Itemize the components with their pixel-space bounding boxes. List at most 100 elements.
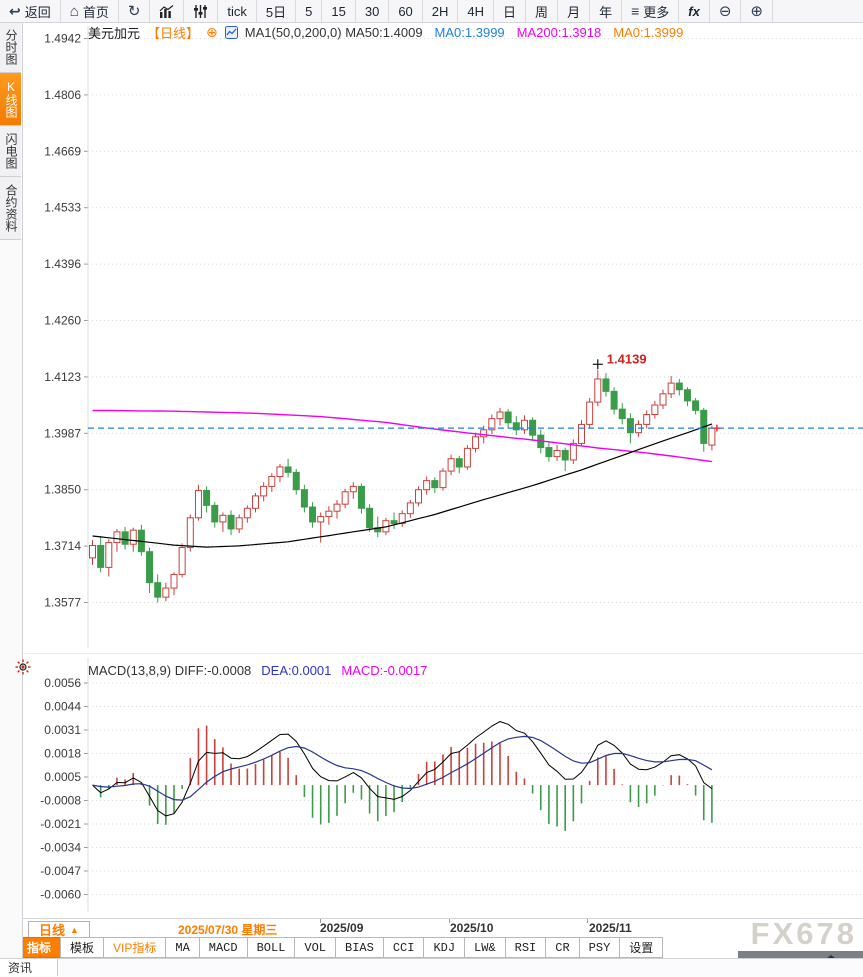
indicator-tab-bias[interactable]: BIAS bbox=[335, 937, 384, 958]
indicator-marker-icon[interactable] bbox=[15, 659, 31, 680]
formula-button[interactable]: fx bbox=[679, 0, 710, 22]
symbol-name: 美元加元 bbox=[88, 25, 141, 41]
svg-text:0.0005: 0.0005 bbox=[44, 770, 81, 784]
chart-style-icon[interactable] bbox=[224, 25, 238, 39]
ma-readout: MA1(50,0,200,0) MA50:1.4009 MA0:1.3999 MA2… bbox=[245, 25, 684, 40]
back-button[interactable]: ↩ 返回 bbox=[0, 0, 61, 22]
indicator-tab-template[interactable]: 模板 bbox=[60, 937, 105, 958]
ma-readout-segment: MA200:1.3918 bbox=[516, 24, 602, 40]
high-annotation: 1.4139 bbox=[592, 351, 647, 370]
xaxis-tick bbox=[587, 919, 588, 923]
svg-text:1.4123: 1.4123 bbox=[44, 370, 81, 384]
indicator-tab-kdj[interactable]: KDJ bbox=[423, 937, 466, 958]
interval-60m[interactable]: 60 bbox=[389, 0, 423, 22]
svg-text:-0.0008: -0.0008 bbox=[40, 794, 81, 808]
sidebar-tab-time-share[interactable]: 分时图 bbox=[0, 22, 21, 73]
period-selector[interactable]: 日线 ▲ bbox=[28, 921, 90, 938]
svg-text:1.4260: 1.4260 bbox=[44, 314, 81, 328]
svg-text:1.4396: 1.4396 bbox=[44, 257, 81, 271]
svg-text:1.3850: 1.3850 bbox=[44, 483, 81, 497]
chart-type-button[interactable] bbox=[150, 0, 185, 22]
svg-text:1.3577: 1.3577 bbox=[44, 596, 81, 610]
svg-text:1.3714: 1.3714 bbox=[44, 539, 81, 553]
indicator-tab-rsi[interactable]: RSI bbox=[504, 937, 547, 958]
interval-year[interactable]: 年 bbox=[590, 0, 623, 22]
indicator-tab-ma[interactable]: MA bbox=[165, 937, 200, 958]
candles-layer bbox=[89, 370, 716, 603]
xaxis-label: 2025/09 bbox=[320, 921, 364, 935]
refresh-button[interactable]: ↻ bbox=[119, 0, 151, 22]
add-overlay-icon[interactable]: ⊕ bbox=[206, 23, 218, 40]
ma200-line bbox=[92, 409, 712, 463]
svg-text:-0.0034: -0.0034 bbox=[40, 841, 81, 855]
indicator-tab-settings[interactable]: 设置 bbox=[619, 937, 664, 958]
interval-5d[interactable]: 5日 bbox=[257, 0, 297, 22]
interval-day[interactable]: 日 bbox=[494, 0, 527, 22]
svg-text:1.3987: 1.3987 bbox=[44, 426, 81, 440]
xaxis-row: 日线 ▲ 2025/07/30 星期三 2025/09 2025/10 2025/11 bbox=[22, 918, 863, 938]
svg-text:0.0044: 0.0044 bbox=[44, 700, 81, 714]
interval-month[interactable]: 月 bbox=[558, 0, 591, 22]
brand-watermark: FX678 bbox=[750, 916, 857, 951]
indicator-tab-zhibiao[interactable]: 指标 bbox=[17, 937, 62, 958]
sidebar-tab-lightning[interactable]: 闪电图 bbox=[0, 126, 21, 177]
macd-histogram bbox=[99, 725, 713, 831]
interval-2h[interactable]: 2H bbox=[423, 0, 459, 22]
zoom-out-button[interactable]: ⊖ bbox=[710, 0, 742, 22]
fx-icon: fx bbox=[688, 3, 700, 19]
ma-readout-segment: MA1(50,0,200,0) MA50:1.4009 bbox=[244, 24, 423, 40]
macd-readout-segment: DEA:0.0001 bbox=[261, 662, 332, 678]
indicator-tab-cci[interactable]: CCI bbox=[382, 937, 425, 958]
indicator-toolbar: 指标 模板 VIP指标 MA MACD BOLL VOL BIAS CCI KDJ LW& RSI CR… bbox=[17, 937, 863, 958]
sidebar-tab-kline[interactable]: K线图 bbox=[0, 73, 21, 126]
interval-30m[interactable]: 30 bbox=[356, 0, 390, 22]
period-badge: 【日线】 bbox=[147, 25, 200, 41]
chart-plot-area[interactable] bbox=[88, 28, 863, 910]
price-axis-labels: 1.4942 1.4806 1.4669 1.4533 1.4396 1.4260 1.41… bbox=[40, 32, 81, 902]
dea-line bbox=[92, 735, 713, 801]
xaxis-label: 2025/10 bbox=[450, 921, 494, 935]
zoom-out-icon: ⊖ bbox=[718, 2, 732, 20]
svg-text:1.4139: 1.4139 bbox=[607, 351, 647, 366]
interval-tick[interactable]: tick bbox=[218, 0, 257, 22]
xaxis-label: 2025/11 bbox=[589, 921, 632, 935]
indicator-tab-macd[interactable]: MACD bbox=[198, 937, 248, 958]
chart-header: 美元加元 【日线】 ⊕ MA1(50,0,200,0) MA50:1.4009 M… bbox=[88, 23, 684, 41]
bottom-bar: 资讯 bbox=[0, 958, 863, 977]
xaxis-tick bbox=[449, 919, 450, 923]
indicator-tab-vol[interactable]: VOL bbox=[294, 937, 337, 958]
indicator-tab-psy[interactable]: PSY bbox=[578, 937, 621, 958]
chevron-up-icon: ▲ bbox=[70, 924, 79, 935]
indicator-tab-lw[interactable]: LW& bbox=[464, 937, 506, 958]
interval-4h[interactable]: 4H bbox=[458, 0, 495, 22]
back-arrow-icon: ↩ bbox=[9, 2, 21, 19]
sidebar-tab-contract-info[interactable]: 合约资料 bbox=[0, 177, 21, 240]
sidebar: 分时图 K线图 闪电图 合约资料 bbox=[0, 22, 23, 958]
indicator-tab-boll[interactable]: BOLL bbox=[246, 937, 296, 958]
last-price-line bbox=[88, 424, 863, 432]
zoom-in-icon: ⊕ bbox=[750, 2, 763, 20]
macd-readout-segment: MACD(13,8,9) DIFF:-0.0008 bbox=[88, 662, 252, 678]
home-icon: ⌂ bbox=[69, 2, 79, 20]
menu-icon: ≡ bbox=[631, 2, 640, 19]
macd-readout-segment: MACD:-0.0017 bbox=[341, 662, 428, 678]
sidebar-tab-news[interactable]: 资讯 bbox=[0, 959, 58, 976]
indicator-tab-vip[interactable]: VIP指标 bbox=[103, 937, 167, 958]
more-button[interactable]: ≡ 更多 bbox=[622, 0, 680, 22]
ma-readout-segment: MA0:1.3999 bbox=[434, 24, 505, 40]
interval-5m[interactable]: 5 bbox=[296, 0, 323, 22]
top-toolbar: ↩ 返回 ⌂ 首页 ↻ tick 5日 5 15 30 60 2H 4H 日周月年 ≡ 更多 fx ⊖ ⊕ bbox=[0, 0, 863, 23]
interval-week[interactable]: 周 bbox=[526, 0, 559, 22]
indicator-tab-cr[interactable]: CR bbox=[545, 937, 580, 958]
indicator-settings-button[interactable] bbox=[184, 0, 219, 22]
home-button[interactable]: ⌂ 首页 bbox=[61, 0, 119, 22]
svg-text:0.0031: 0.0031 bbox=[44, 723, 81, 737]
sliders-icon bbox=[193, 4, 208, 18]
interval-15m[interactable]: 15 bbox=[322, 0, 356, 22]
xaxis-tick bbox=[320, 919, 321, 923]
gridlines bbox=[22, 26, 863, 912]
svg-text:0.0018: 0.0018 bbox=[44, 747, 81, 761]
zoom-in-button[interactable]: ⊕ bbox=[741, 0, 773, 22]
svg-text:1.4533: 1.4533 bbox=[44, 201, 81, 215]
